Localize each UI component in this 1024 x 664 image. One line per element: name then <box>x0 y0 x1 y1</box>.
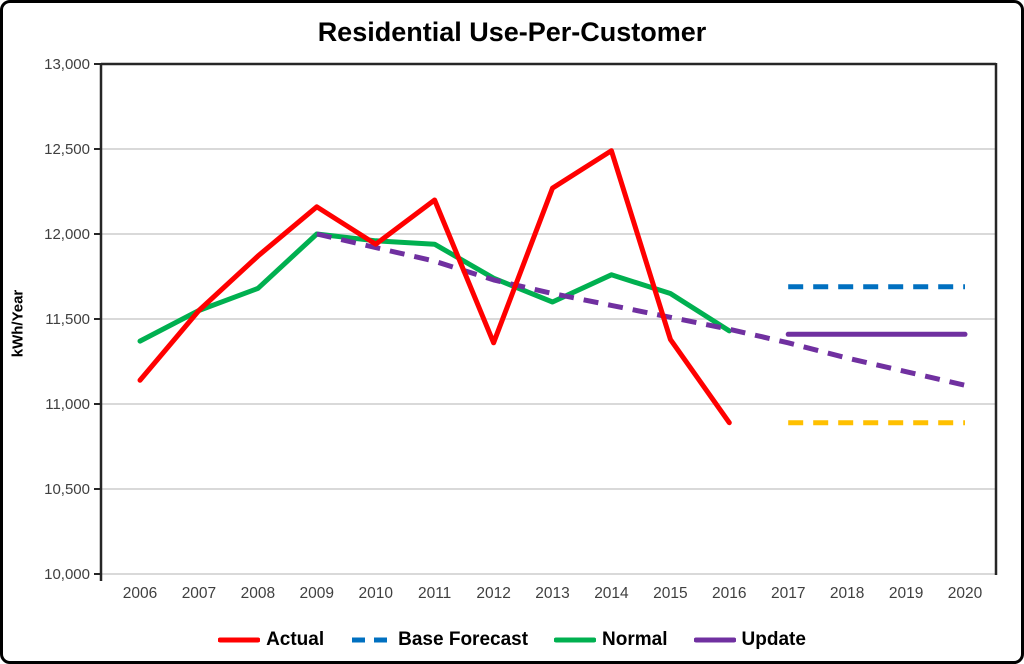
legend-item-update: Update <box>693 629 806 651</box>
x-tick-label: 2019 <box>889 585 923 602</box>
x-tick-label: 2006 <box>123 585 157 602</box>
chart-legend: Actual Base Forecast Normal Update <box>3 629 1021 651</box>
x-tick-label: 2016 <box>712 585 746 602</box>
x-tick-label: 2007 <box>182 585 216 602</box>
x-tick-label: 2010 <box>358 585 393 602</box>
legend-swatch <box>554 637 597 643</box>
legend-swatch <box>218 637 261 643</box>
x-tick-label: 2012 <box>476 585 510 602</box>
update-trend-dashed-series-line <box>316 231 966 388</box>
plot-area: 13,000 12,500 12,000 11,500 11,000 10,500 10,0… <box>44 56 998 602</box>
legend-item-actual: Actual <box>218 629 324 651</box>
x-tick-label: 2020 <box>948 585 983 602</box>
x-tick-label: 2011 <box>418 585 451 602</box>
legend-item-normal: Normal <box>554 629 668 651</box>
legend-swatch <box>352 637 391 643</box>
y-tick-label: 11,000 <box>45 396 90 413</box>
x-tick-label: 2017 <box>771 585 805 602</box>
y-tick-label: 13,000 <box>44 56 90 73</box>
legend-swatch <box>693 637 736 643</box>
chart-title: Residential Use-Per-Customer <box>317 17 707 47</box>
actual-series-line <box>137 148 732 426</box>
legend-label: Actual <box>266 629 325 650</box>
y-tick-label: 10,500 <box>44 481 90 498</box>
y-tick-label: 10,000 <box>44 566 90 583</box>
x-tick-label: 2014 <box>594 585 629 602</box>
x-tick-label: 2008 <box>241 585 275 602</box>
y-tick-label: 12,500 <box>44 141 90 158</box>
legend-label: Base Forecast <box>398 629 529 650</box>
y-tick-label: 11,500 <box>45 311 90 328</box>
x-tick-label: 2018 <box>830 585 864 602</box>
y-tick-label: 12,000 <box>44 226 90 243</box>
x-tick-label: 2009 <box>300 585 334 602</box>
legend-label: Normal <box>602 629 668 650</box>
x-tick-label: 2015 <box>653 585 687 602</box>
legend-item-base-forecast: Base Forecast <box>350 629 528 651</box>
legend-label: Update <box>741 629 806 650</box>
normal-series-line <box>137 231 732 344</box>
x-tick-label: 2013 <box>535 585 569 602</box>
